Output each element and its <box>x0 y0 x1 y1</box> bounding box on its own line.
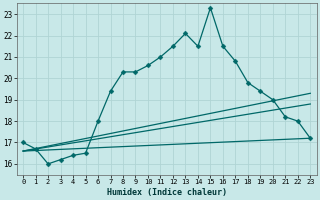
X-axis label: Humidex (Indice chaleur): Humidex (Indice chaleur) <box>107 188 227 197</box>
